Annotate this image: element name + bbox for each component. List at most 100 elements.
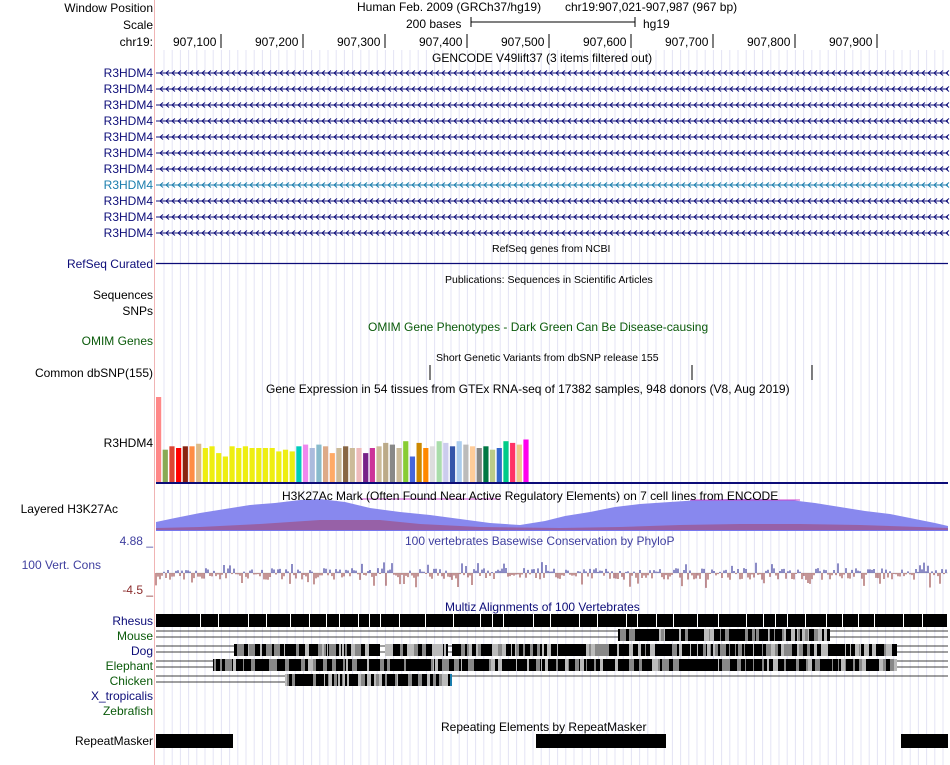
alignment-block xyxy=(371,644,375,656)
species-label-chicken[interactable]: Chicken xyxy=(109,674,153,688)
alignment-block xyxy=(637,644,638,656)
alignment-block xyxy=(670,629,671,641)
alignment-block xyxy=(427,674,430,686)
gene-label-r3hdm4[interactable]: R3HDM4 xyxy=(103,98,153,112)
gtex-tissue-bar xyxy=(336,448,342,482)
alignment-block xyxy=(343,659,345,671)
alignment-block xyxy=(833,659,836,671)
repeatmasker-track-title[interactable]: Repeating Elements by RepeatMasker xyxy=(441,720,647,734)
gtex-tissue-bar xyxy=(229,446,235,482)
alignment-block xyxy=(654,629,658,641)
gene-label-r3hdm4[interactable]: R3HDM4 xyxy=(103,194,153,208)
refseq-track-title[interactable]: RefSeq genes from NCBI xyxy=(492,243,611,255)
gtex-track-title[interactable]: Gene Expression in 54 tissues from GTEx … xyxy=(266,382,790,396)
gtex-tissue-bar xyxy=(296,446,302,482)
gene-label-r3hdm4[interactable]: R3HDM4 xyxy=(103,82,153,96)
alignment-block xyxy=(515,644,516,656)
alignment-block xyxy=(659,629,661,641)
repeatmasker-label[interactable]: RepeatMasker xyxy=(74,734,153,748)
gene-label-r3hdm4[interactable]: R3HDM4 xyxy=(103,162,153,176)
alignment-block xyxy=(367,659,369,671)
alignment-block xyxy=(837,659,838,671)
alignment-block xyxy=(234,644,237,656)
repeat-element-block xyxy=(536,734,666,748)
gtex-tissue-bar xyxy=(510,442,516,482)
species-label-zebrafish[interactable]: Zebrafish xyxy=(102,704,153,718)
species-label-mouse[interactable]: Mouse xyxy=(116,629,153,643)
species-label-dog[interactable]: Dog xyxy=(130,644,153,658)
publications-snps-label[interactable]: SNPs xyxy=(122,304,153,318)
gene-label-r3hdm4[interactable]: R3HDM4 xyxy=(103,210,153,224)
gene-label-r3hdm4-highlighted[interactable]: R3HDM4 xyxy=(103,178,153,192)
alignment-block xyxy=(645,659,649,671)
gtex-label[interactable]: R3HDM4 xyxy=(103,436,153,450)
alignment-block xyxy=(800,629,802,641)
alignment-block xyxy=(457,644,461,656)
alignment-block xyxy=(778,644,781,656)
alignment-block xyxy=(591,659,594,671)
alignment-block xyxy=(627,644,629,656)
alignment-block xyxy=(384,659,387,671)
alignment-block xyxy=(679,629,681,641)
multiz-track-title[interactable]: Multiz Alignments of 100 Vertebrates xyxy=(445,600,640,614)
dbsnp-label[interactable]: Common dbSNP(155) xyxy=(34,366,153,380)
h3k27ac-track-title[interactable]: H3K27Ac Mark (Often Found Near Active Re… xyxy=(282,489,779,503)
gene-label-r3hdm4[interactable]: R3HDM4 xyxy=(103,130,153,144)
alignment-block xyxy=(233,659,236,671)
alignment-gap xyxy=(425,614,426,627)
alignment-block xyxy=(387,674,390,686)
gene-label-r3hdm4[interactable]: R3HDM4 xyxy=(103,66,153,80)
alignment-block xyxy=(455,659,459,671)
alignment-block xyxy=(629,659,630,671)
alignment-block xyxy=(297,659,301,671)
alignment-block xyxy=(474,659,477,671)
omim-track-title[interactable]: OMIM Gene Phenotypes - Dark Green Can Be… xyxy=(368,320,709,334)
alignment-block xyxy=(532,659,536,671)
alignment-block xyxy=(657,644,659,656)
conservation-track-title[interactable]: 100 vertebrates Basewise Conservation by… xyxy=(405,534,675,548)
gencode-track-title[interactable]: GENCODE V49lift37 (3 items filtered out) xyxy=(432,51,653,65)
alignment-block xyxy=(836,659,837,671)
alignment-gap xyxy=(746,614,747,627)
gene-label-r3hdm4[interactable]: R3HDM4 xyxy=(103,146,153,160)
gtex-tissue-bar xyxy=(262,448,269,482)
species-label-elephant[interactable]: Elephant xyxy=(105,659,153,673)
alignment-block xyxy=(650,644,653,656)
alignment-block xyxy=(870,659,874,671)
alignment-block xyxy=(568,659,569,671)
alignment-block xyxy=(762,644,763,656)
gene-label-r3hdm4[interactable]: R3HDM4 xyxy=(103,226,153,240)
alignment-block xyxy=(784,644,785,656)
refseq-label[interactable]: RefSeq Curated xyxy=(66,257,153,271)
species-label-x-tropicalis[interactable]: X_tropicalis xyxy=(90,689,153,703)
gtex-tissue-bar xyxy=(316,444,322,482)
h3k27ac-signal xyxy=(156,498,948,531)
alignment-block xyxy=(622,629,625,641)
alignment-block xyxy=(788,659,789,671)
alignment-block xyxy=(407,644,410,656)
publications-sequences-label[interactable]: Sequences xyxy=(92,288,153,302)
alignment-block xyxy=(599,644,603,656)
alignment-block xyxy=(807,644,810,656)
conservation-label[interactable]: 100 Vert. Cons xyxy=(21,558,101,572)
h3k27ac-label[interactable]: Layered H3K27Ac xyxy=(20,502,118,516)
alignment-block xyxy=(478,659,481,671)
gene-strand-arrows xyxy=(159,118,950,124)
species-label-rhesus[interactable]: Rhesus xyxy=(112,614,153,628)
alignment-block xyxy=(261,659,265,671)
omim-label[interactable]: OMIM Genes xyxy=(81,334,153,348)
alignment-block xyxy=(672,644,676,656)
alignment-gap xyxy=(480,614,481,627)
alignment-block xyxy=(721,629,723,641)
alignment-block xyxy=(798,629,800,641)
ruler-tick-label: 907,200 xyxy=(255,35,299,49)
alignment-block xyxy=(777,629,780,641)
gene-strand-arrows xyxy=(159,102,950,108)
gene-label-r3hdm4[interactable]: R3HDM4 xyxy=(103,114,153,128)
dbsnp-track-title[interactable]: Short Genetic Variants from dbSNP releas… xyxy=(436,352,659,364)
alignment-block xyxy=(722,659,726,671)
publications-track-title[interactable]: Publications: Sequences in Scientific Ar… xyxy=(445,274,653,286)
alignment-block xyxy=(777,659,778,671)
